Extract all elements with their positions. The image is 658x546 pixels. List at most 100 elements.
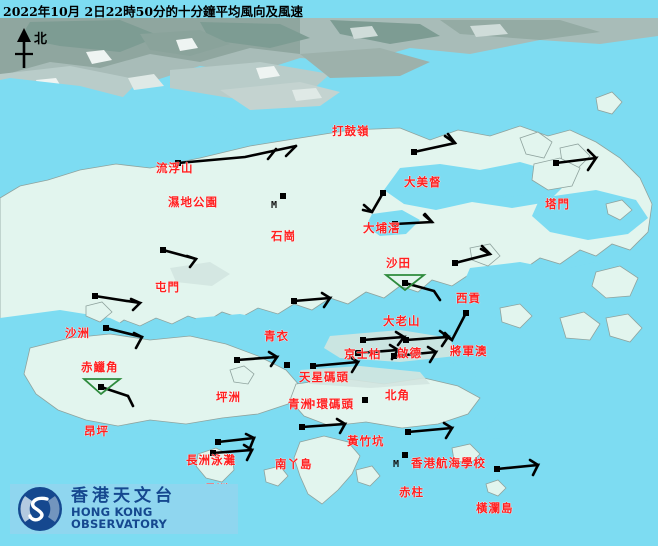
wind-barb-tick (362, 203, 374, 214)
station-label[interactable]: 大美督 (404, 175, 442, 189)
station-dot[interactable] (175, 160, 181, 166)
station-label[interactable]: 將軍澳 (450, 344, 488, 358)
wind-barb-shaft (403, 281, 442, 302)
station-label[interactable]: 坪洲 (216, 390, 241, 404)
station-dot[interactable] (98, 384, 104, 390)
station-label[interactable]: 西貢 (456, 291, 481, 305)
station-label[interactable]: 石崗 (271, 229, 296, 243)
wind-barb-tick (320, 291, 332, 300)
wind-barb-layer (81, 132, 599, 477)
station-label[interactable]: 黃竹坑 (347, 434, 385, 448)
station-dot[interactable] (411, 149, 417, 155)
wind-barb-tick (266, 147, 278, 161)
wind-barb-tick (479, 247, 492, 256)
station-label[interactable]: 天星碼頭 (299, 370, 349, 384)
deep-bay-water (0, 78, 240, 184)
wind-barb-tick (442, 333, 454, 342)
station-label[interactable]: 打鼓嶺 (332, 124, 370, 138)
hko-logo: 香港天文台 HONG KONG OBSERVATORY (10, 484, 238, 534)
station-label[interactable]: 塔門 (545, 197, 570, 211)
wind-barb-tick (443, 134, 457, 145)
wind-barb-tick (394, 330, 406, 339)
station-label[interactable]: 赤柱 (399, 485, 424, 499)
station-dot[interactable] (103, 325, 109, 331)
wind-barb-tick (284, 144, 298, 158)
station-label[interactable]: 屯門 (155, 280, 180, 294)
north-label: 北 (34, 32, 48, 47)
station-dot[interactable] (92, 293, 98, 299)
station-label[interactable]: 啟德 (397, 346, 422, 360)
north-arrow: 北 (8, 26, 64, 72)
station-label[interactable]: 橫瀾島 (476, 501, 514, 515)
wind-barb-tick (129, 297, 142, 305)
station-dot[interactable] (360, 337, 366, 343)
station-dot[interactable] (380, 190, 386, 196)
station-dot[interactable] (355, 350, 361, 356)
station-label[interactable]: 沙洲 (65, 326, 90, 340)
station-label[interactable]: 京士柏 (344, 347, 382, 361)
map-canvas[interactable]: 打鼓嶺流浮山濕地公園 大美督塔門石崗 M 大埔滘沙田屯門西貢沙洲 青衣 大老山赤鱲角 京士柏… (0, 18, 658, 546)
wind-barb-tick (348, 355, 360, 364)
station-dot[interactable] (291, 298, 297, 304)
wind-barb-tick (185, 254, 198, 261)
station-label[interactable]: 青衣 (264, 329, 289, 343)
station-dot[interactable] (463, 310, 469, 316)
station-dot[interactable] (362, 397, 368, 403)
wind-barb-tick (267, 350, 279, 359)
station-dot[interactable] (280, 193, 286, 199)
station-dot[interactable] (553, 160, 559, 166)
station-dot[interactable] (392, 221, 398, 227)
station-label[interactable]: 沙田 (386, 256, 411, 270)
station-dot[interactable] (391, 353, 397, 359)
m-marker: M (393, 459, 400, 470)
islands (23, 91, 643, 505)
station-label[interactable]: 香港航海學校 (411, 456, 486, 470)
wind-barb-tick (442, 421, 454, 430)
wind-barb-tick (426, 345, 438, 354)
station-dot[interactable] (310, 363, 316, 369)
map-graphic (0, 18, 658, 546)
wind-barb-tick (388, 343, 400, 352)
wind-barb-tick (244, 432, 256, 440)
station-dot[interactable] (234, 357, 240, 363)
station-label[interactable]: 青洲 (288, 397, 313, 411)
station-dot[interactable] (284, 362, 290, 368)
gale-flag-icon (81, 378, 123, 396)
m-marker: M (271, 200, 278, 211)
page-title: 2022年10月 2日22時50分的十分鐘平均風向及風速 (3, 4, 304, 19)
gale-flag-icon (383, 274, 427, 292)
wind-barb-tick (528, 458, 540, 467)
wind-barb-tick (132, 331, 144, 339)
station-label[interactable]: 大老山 (383, 314, 421, 328)
wind-barb-shaft (176, 144, 298, 165)
station-label[interactable]: 大埔滘 (363, 221, 401, 235)
wind-barb-tick (422, 213, 434, 224)
station-dot[interactable] (405, 429, 411, 435)
logo-chinese-text: 香港天文台 (71, 486, 176, 507)
station-label[interactable]: 南丫島 (275, 457, 313, 471)
logo-english-text: HONG KONG OBSERVATORY (71, 504, 168, 531)
station-dot[interactable] (494, 466, 500, 472)
station-label[interactable]: 北角 (385, 388, 410, 402)
station-dot-layer (92, 149, 559, 472)
station-dot[interactable] (299, 424, 305, 430)
station-dot[interactable] (402, 452, 408, 458)
wind-barb-tick (586, 148, 598, 160)
station-label[interactable]: 流浮山 (156, 161, 194, 175)
station-dot[interactable] (210, 450, 216, 456)
station-label[interactable]: 濕地公園 (168, 195, 218, 209)
station-dot[interactable] (403, 337, 409, 343)
station-dot[interactable] (160, 247, 166, 253)
station-label[interactable]: 長洲泳灘 (186, 453, 236, 467)
station-dot[interactable] (402, 280, 408, 286)
station-label[interactable]: 中環碼頭 (304, 397, 354, 411)
station-dot[interactable] (452, 260, 458, 266)
station-label[interactable]: 昂坪 (84, 424, 109, 438)
wind-barb-tick (335, 417, 347, 426)
wind-barb-tick (242, 443, 254, 452)
north-arrow-icon (15, 28, 33, 68)
station-dot[interactable] (215, 439, 221, 445)
hko-emblem-icon (18, 487, 62, 531)
station-label[interactable]: 赤鱲角 (81, 360, 119, 374)
